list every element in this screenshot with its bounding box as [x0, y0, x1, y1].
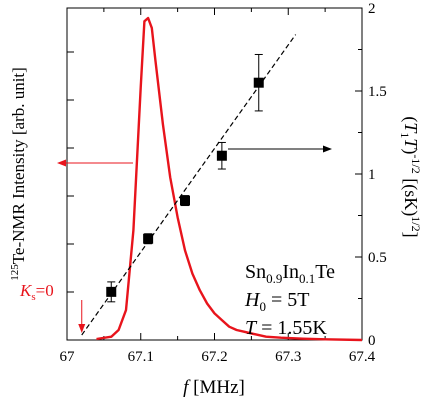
ks-zero-label: Ks=0	[19, 281, 54, 303]
x-tick-label: 67.3	[275, 349, 301, 365]
y-left-ticks	[67, 51, 74, 293]
y-right-axis-title: (T1T)-1/2 [(sK)1/2]	[398, 116, 423, 237]
y-right-tick-label: 1	[368, 167, 376, 183]
x-axis-title: f [MHz]	[183, 377, 245, 398]
ks-zero-marker: Ks=0	[19, 281, 86, 333]
y-left-axis-title: 125Te-NMR Intensity [arb. unit]	[9, 67, 28, 281]
right-axis-arrow	[228, 145, 332, 153]
x-tick-label: 67.4	[349, 349, 376, 365]
series-layer	[81, 16, 363, 342]
field-label: H0 = 5T	[244, 289, 309, 314]
x-tick-label: 67.1	[128, 349, 154, 365]
spectrum-line	[96, 16, 363, 342]
y-right-tick-label: 2	[368, 1, 376, 17]
left-axis-arrow	[57, 159, 133, 167]
y-right-tick-label: 1.5	[368, 84, 387, 100]
data-point	[180, 195, 190, 206]
x-tick-label: 67.2	[201, 349, 227, 365]
y-right-tick-label: 0.5	[368, 250, 387, 266]
x-ticks: 67 67.1 67.2 67.3 67.4	[60, 8, 376, 365]
y-right-tick-label: 0	[368, 333, 376, 349]
temperature-label: T = 1.55K	[245, 317, 327, 339]
y-right-ticks: 0 0.5 1 1.5 2	[355, 1, 387, 349]
data-point	[143, 233, 154, 244]
plot-area: 67 67.1 67.2 67.3 67.4 0 0.5 1 1.5 2	[60, 1, 387, 365]
x-tick-label: 67	[60, 349, 76, 365]
data-point	[253, 77, 264, 88]
data-point	[106, 286, 117, 297]
data-point	[216, 150, 227, 161]
compound-label: Sn0.9In0.1Te	[245, 261, 335, 286]
